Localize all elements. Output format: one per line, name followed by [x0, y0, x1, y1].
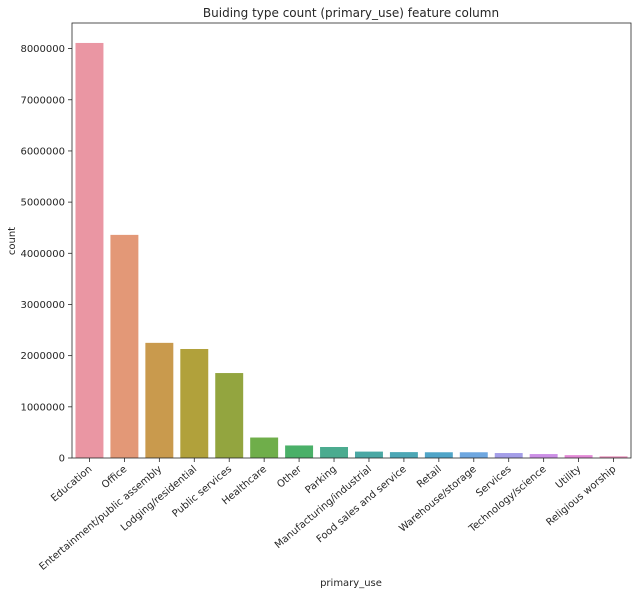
bar-4	[215, 373, 244, 458]
bar-2	[145, 342, 174, 458]
bar-6	[285, 445, 314, 458]
x-axis-label: primary_use	[320, 578, 382, 589]
x-tick-label: Education	[49, 464, 94, 504]
plot-frame	[71, 22, 632, 459]
x-tick-label: Public services	[171, 464, 235, 520]
bar-0	[75, 42, 104, 458]
bar-10	[424, 452, 453, 458]
chart-title: Buiding type count (primary_use) feature…	[203, 6, 499, 20]
y-tick-label: 2000000	[20, 351, 65, 362]
x-tick-label: Office	[100, 464, 129, 491]
y-tick-label: 0	[59, 454, 65, 465]
y-tick-label: 1000000	[20, 402, 65, 413]
y-tick-label: 3000000	[20, 300, 65, 311]
y-tick-label: 7000000	[20, 95, 65, 106]
bar-9	[389, 452, 418, 458]
bar-11	[459, 452, 488, 458]
bar-5	[250, 437, 279, 458]
y-tick-label: 5000000	[20, 198, 65, 209]
y-tick-label: 6000000	[20, 146, 65, 157]
y-axis: 0 1000000 2000000 3000000 4000000 5000000 6000…	[20, 44, 72, 465]
bars-group	[75, 42, 628, 458]
x-tick-label: Other	[275, 463, 305, 490]
bar-13	[529, 454, 558, 458]
y-axis-label: count	[7, 227, 18, 255]
bar-15	[599, 456, 628, 458]
x-tick-label: Entertainment/public assembly	[37, 464, 164, 573]
y-tick-label: 8000000	[20, 44, 65, 55]
bar-7	[320, 446, 349, 458]
x-tick-label: Utility	[554, 464, 584, 491]
bar-3	[180, 348, 209, 458]
bar-12	[494, 453, 523, 458]
bar-1	[110, 234, 139, 458]
bar-8	[354, 451, 383, 458]
y-tick-label: 4000000	[20, 249, 65, 260]
bar-14	[564, 455, 593, 458]
x-tick-label: Retail	[415, 464, 444, 491]
